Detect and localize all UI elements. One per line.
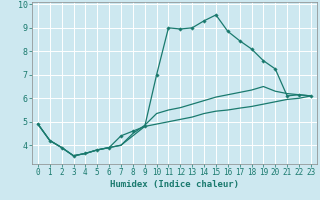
X-axis label: Humidex (Indice chaleur): Humidex (Indice chaleur) <box>110 180 239 189</box>
